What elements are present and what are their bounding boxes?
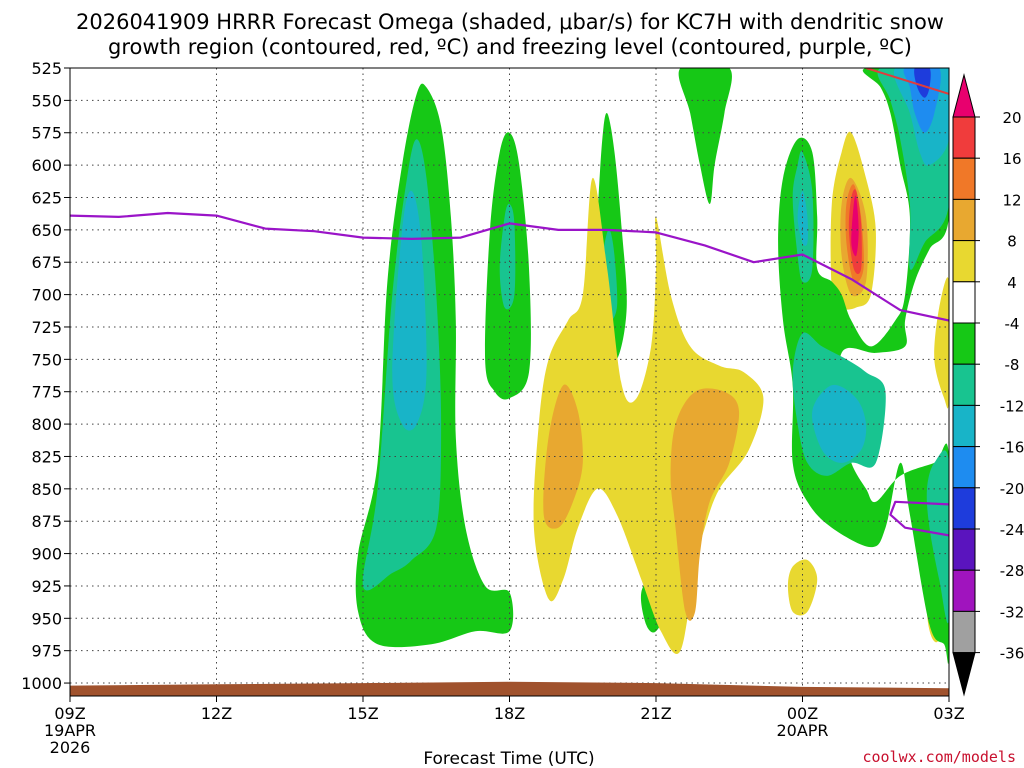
x-tick-label-09Z: 09Z	[54, 704, 85, 723]
y-axis: 525 550 575 600 625 650 675 700 725 750 775 800 825 8…	[21, 59, 70, 693]
colorbar-label-10: -24	[1000, 521, 1024, 539]
omega-region-m12-24	[797, 191, 808, 247]
y-tick-label-550: 550	[31, 91, 62, 110]
y-tick-label-800: 800	[31, 415, 62, 434]
colorbar-label-3: 8	[1007, 233, 1017, 251]
plot-area	[70, 68, 949, 696]
colorbar-label-4: 4	[1007, 274, 1017, 292]
colorbar-swatch-4	[952, 240, 976, 283]
y-tick-label-750: 750	[31, 350, 62, 369]
colorbar-swatch-6	[952, 322, 976, 365]
x-tick-sublabel-00Z: 20APR	[776, 721, 828, 740]
freezing-level-line	[70, 211, 949, 322]
colorbar-label-5: -4	[1005, 315, 1020, 333]
colorbar-bottom-arrow	[952, 652, 976, 697]
colorbar-swatch-7	[952, 363, 976, 406]
y-tick-label-850: 850	[31, 480, 62, 499]
colorbar-swatch-1	[952, 116, 976, 159]
terrain-fill	[70, 681, 949, 696]
colorbar-swatch-9	[952, 446, 976, 489]
y-tick-label-1000: 1000	[21, 674, 62, 693]
omega-region-m4-7	[678, 68, 732, 204]
omega-region-m8-29	[926, 450, 949, 623]
y-tick-label-725: 725	[31, 318, 62, 337]
omega-region-p4-12	[787, 559, 818, 616]
colorbar-label-0: 20	[1002, 109, 1021, 127]
y-tick-label-950: 950	[31, 609, 62, 628]
y-tick-label-700: 700	[31, 286, 62, 305]
colorbar-label-7: -12	[1000, 397, 1024, 415]
y-tick-label-675: 675	[31, 253, 62, 272]
x-tick-label-12Z: 12Z	[201, 704, 232, 723]
x-tick-sublabel-09Z: 19APR	[44, 721, 96, 740]
y-tick-label-650: 650	[31, 221, 62, 240]
colorbar-swatch-10	[952, 487, 976, 530]
colorbar-label-11: -28	[1000, 562, 1024, 580]
colorbar-swatch-13	[952, 610, 976, 654]
colorbar-swatch-8	[952, 404, 976, 448]
omega-region-m20-28	[914, 68, 931, 98]
colorbar-label-8: -16	[1000, 439, 1024, 457]
gridlines	[70, 68, 949, 696]
x-tick-label-18Z: 18Z	[494, 704, 525, 723]
y-tick-label-900: 900	[31, 545, 62, 564]
colorbar-swatch-11	[952, 528, 976, 571]
y-tick-label-975: 975	[31, 642, 62, 661]
x-tick-label-15Z: 15Z	[347, 704, 378, 723]
y-tick-label-575: 575	[31, 124, 62, 143]
omega-region-m16-27	[903, 68, 941, 133]
omega-region-m4-20	[778, 68, 949, 664]
y-tick-label-875: 875	[31, 512, 62, 531]
chart-title-line2: growth region (contoured, red, ºC) and f…	[108, 35, 912, 59]
colorbar-swatch-12	[952, 569, 976, 612]
omega-region-p20-17	[851, 195, 859, 257]
colorbar-label-1: 16	[1002, 150, 1021, 168]
omega-region-m12-22	[812, 384, 867, 463]
omega-region-p8-11	[670, 388, 740, 621]
colorbar-label-6: -8	[1005, 356, 1020, 374]
omega-region-m12-2	[392, 190, 427, 431]
y-tick-label-625: 625	[31, 188, 62, 207]
x-tick-year-09Z: 2026	[50, 738, 91, 757]
chart-title-line1: 2026041909 HRRR Forecast Omega (shaded, …	[76, 10, 944, 34]
colorbar-swatch-2	[952, 157, 976, 200]
x-axis-label: Forecast Time (UTC)	[423, 749, 594, 768]
terrain-surface	[70, 681, 949, 696]
colorbar: 20 16 12 8 4 -4 -8 -12 -16 -20 -24 -28 -32 -36	[952, 73, 1024, 697]
omega-region-p8-10	[543, 384, 583, 529]
y-tick-label-825: 825	[31, 447, 62, 466]
x-tick-label-03Z: 03Z	[933, 704, 964, 723]
freezing-level-lower-branch	[889, 500, 949, 537]
colorbar-label-13: -36	[1000, 645, 1024, 663]
colorbar-swatch-3	[952, 198, 976, 242]
dgz-contour-line	[865, 68, 949, 95]
colorbar-label-2: 12	[1002, 191, 1021, 209]
colorbar-top-arrow	[952, 73, 976, 118]
colorbar-swatch-5	[952, 281, 976, 324]
omega-region-p4-9	[533, 177, 764, 654]
y-tick-label-600: 600	[31, 156, 62, 175]
contour-lines	[70, 68, 949, 537]
omega-shading	[355, 68, 949, 664]
x-tick-label-21Z: 21Z	[640, 704, 671, 723]
y-tick-label-925: 925	[31, 577, 62, 596]
x-tick-label-00Z: 00Z	[787, 704, 818, 723]
credit-text: coolwx.com/models	[862, 748, 1016, 766]
y-tick-label-525: 525	[31, 59, 62, 78]
colorbar-label-12: -32	[1000, 603, 1024, 621]
colorbar-label-9: -20	[1000, 480, 1024, 498]
omega-region-p4-18	[934, 277, 949, 409]
y-tick-label-775: 775	[31, 383, 62, 402]
